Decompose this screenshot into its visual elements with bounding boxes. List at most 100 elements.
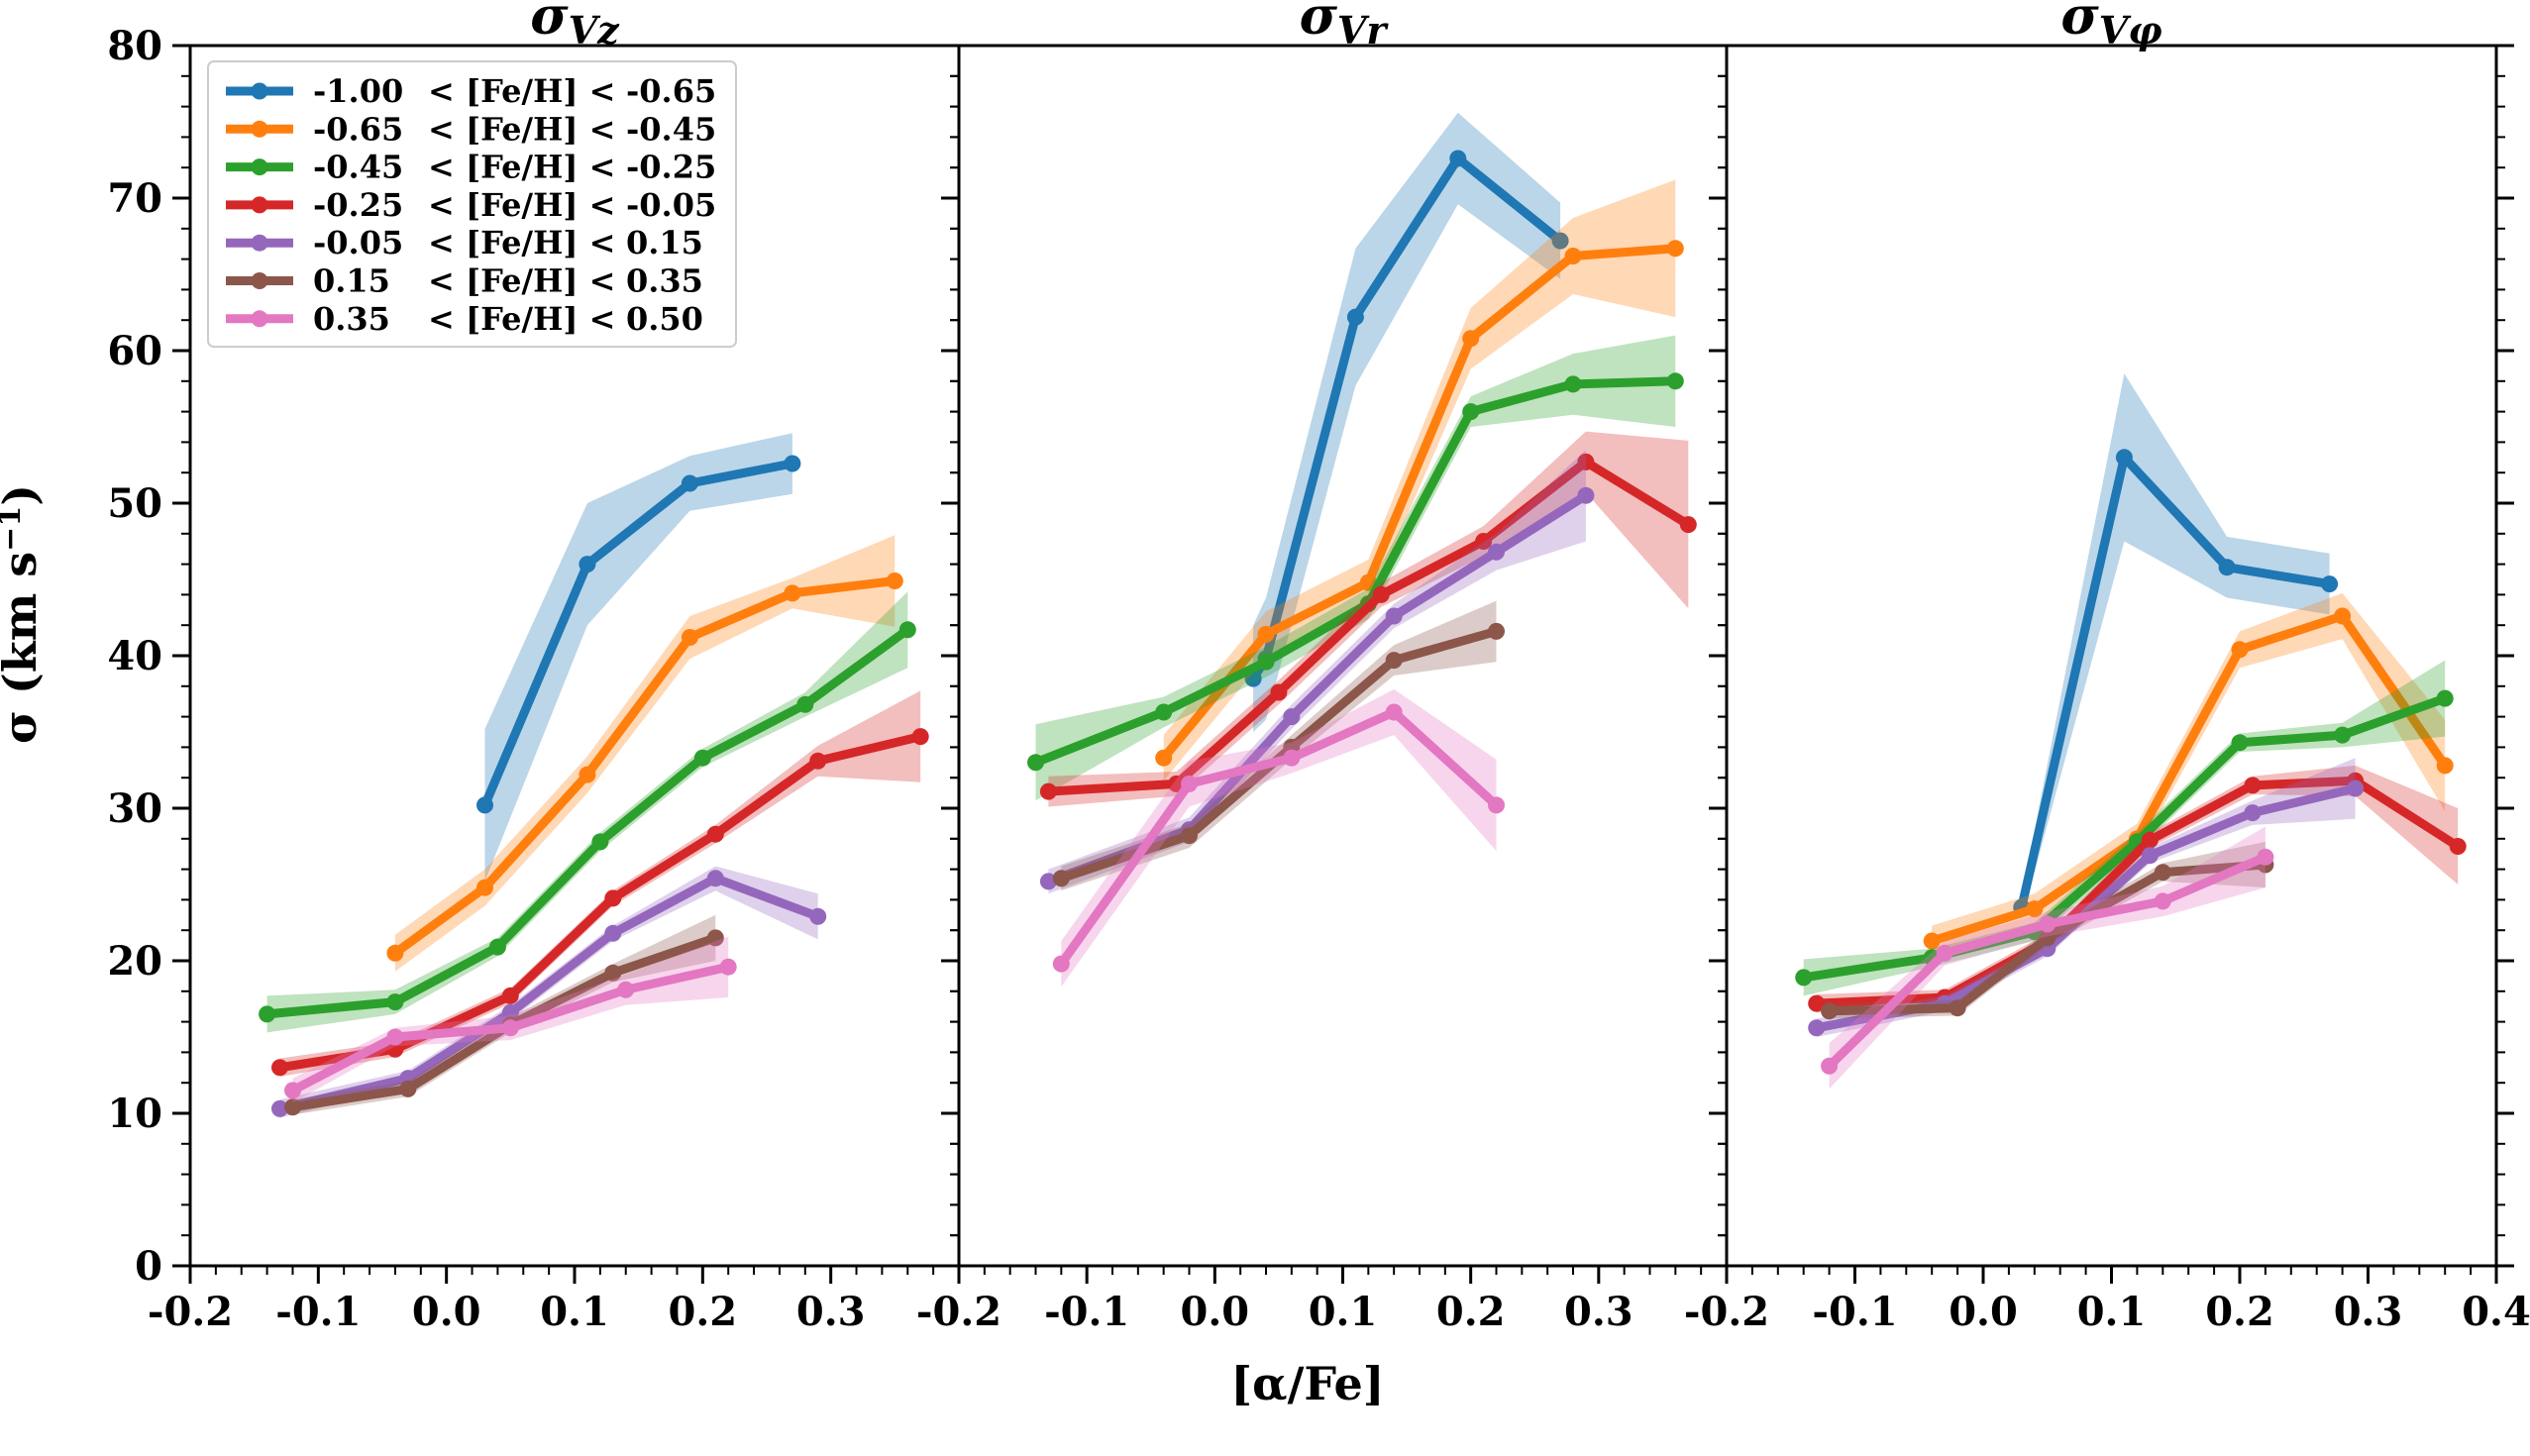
legend-label-high: 0.15 (626, 224, 703, 261)
error-band-blue (2021, 373, 2330, 920)
x-tick-label: 0.1 (1309, 1289, 1378, 1335)
panel-title: σVφ (2060, 0, 2161, 52)
series-green (1795, 660, 2454, 996)
data-point (2039, 929, 2056, 947)
legend-entry: -0.65 < [Fe/H] < -0.45 (226, 110, 716, 148)
data-point (1181, 775, 1198, 792)
data-point (2334, 726, 2352, 744)
data-point (2115, 449, 2133, 467)
error-band-brown (1829, 841, 2266, 1019)
legend-entry: -0.45 < [Fe/H] < -0.25 (226, 149, 716, 186)
data-point (476, 879, 493, 896)
data-point (579, 556, 596, 573)
data-point (1949, 999, 1966, 1017)
x-tick-label: -0.2 (916, 1289, 1001, 1335)
data-point (693, 749, 711, 767)
data-point (488, 938, 506, 956)
x-tick-label: 0.0 (1181, 1289, 1250, 1335)
data-point (1039, 873, 1057, 890)
legend-label-high: -0.65 (626, 72, 716, 110)
data-point (284, 1082, 301, 1099)
data-point (1052, 955, 1070, 973)
data-point (604, 924, 622, 942)
y-tick-label: 0 (135, 1243, 162, 1290)
legend-label-low: -0.65 (313, 110, 403, 148)
data-point (1936, 944, 1953, 962)
legend-label-feh: < [Fe/H] < (428, 149, 615, 186)
data-point (501, 1019, 519, 1037)
data-point (2334, 607, 2352, 625)
error-band-pink (1829, 826, 2266, 1090)
data-point (1385, 607, 1403, 625)
legend-entry: 0.35 < [Fe/H] < 0.50 (226, 300, 703, 338)
data-point (1346, 308, 1364, 326)
x-tick-label: 0.4 (2462, 1289, 2530, 1335)
x-tick-label: -0.2 (148, 1289, 233, 1335)
x-tick-label: 0.0 (412, 1289, 481, 1335)
data-point (1577, 453, 1595, 470)
data-point (1577, 486, 1595, 504)
error-band-orange (394, 535, 896, 972)
error-band-green (1035, 335, 1676, 801)
data-point (386, 993, 404, 1011)
data-point (1475, 533, 1493, 550)
data-point (809, 752, 827, 770)
series-red (271, 690, 929, 1077)
x-tick-label: -0.1 (1812, 1289, 1897, 1335)
y-tick-label: 80 (107, 23, 162, 69)
data-point (1039, 782, 1057, 800)
data-point (386, 1028, 404, 1046)
legend-entry: 0.15 < [Fe/H] < 0.35 (226, 262, 703, 300)
legend-label-feh: < [Fe/H] < (428, 224, 615, 261)
legend-label-low: -0.45 (313, 149, 403, 186)
error-band-brown (1061, 600, 1497, 891)
legend-label-low: -1.00 (313, 72, 403, 110)
panel-3: -0.2 -0.1 0.0 0.1 0.2 0.3 0.4 σVφ (1684, 0, 2530, 1335)
panel-title-symbol: σ (530, 0, 569, 47)
data-point (784, 455, 801, 472)
series-orange (386, 535, 903, 972)
series-line-orange (390, 576, 899, 958)
data-point (1821, 1057, 1839, 1075)
x-tick-label: 0.1 (540, 1289, 609, 1335)
legend-entry: -0.25 < [Fe/H] < -0.05 (226, 186, 716, 224)
error-band-red (279, 690, 921, 1077)
data-point (2218, 559, 2236, 576)
data-point (1564, 375, 1582, 393)
data-point (284, 1098, 301, 1116)
data-point (1488, 796, 1505, 814)
data-point (719, 958, 737, 976)
error-band-green (266, 591, 908, 1033)
panel-title-subscript: Vr (1337, 8, 1389, 52)
data-point (604, 889, 622, 907)
data-point (2321, 575, 2339, 593)
series-red (1039, 431, 1697, 807)
y-axis-label: σ (km s−1) (0, 484, 47, 744)
x-tick-label: 0.3 (796, 1289, 866, 1335)
legend-marker (251, 158, 268, 176)
data-point (2154, 892, 2171, 910)
legend-marker (251, 196, 268, 214)
data-point (796, 695, 814, 713)
data-point (1155, 703, 1173, 721)
legend-marker (251, 82, 268, 100)
data-point (2141, 831, 2159, 849)
data-point (1168, 775, 1186, 792)
legend-entry: -1.00 < [Fe/H] < -0.65 (226, 72, 716, 110)
error-band-brown (292, 914, 716, 1115)
x-axis-label: [α/Fe] (1230, 1357, 1384, 1410)
x-tick-label: 0.2 (669, 1289, 738, 1335)
y-tick-label: 40 (107, 633, 162, 679)
data-point (1181, 827, 1198, 845)
series-line-red (275, 732, 925, 1073)
data-point (1795, 969, 1813, 987)
data-point (911, 728, 929, 746)
legend-label-low: 0.35 (313, 300, 390, 338)
legend-label-feh: < [Fe/H] < (428, 110, 615, 148)
x-tick-label: 0.2 (2205, 1289, 2274, 1335)
error-band-orange (1163, 179, 1676, 781)
data-point (476, 796, 493, 814)
data-point (1449, 150, 1467, 167)
data-point (1270, 683, 1288, 701)
data-point (386, 1040, 404, 1058)
